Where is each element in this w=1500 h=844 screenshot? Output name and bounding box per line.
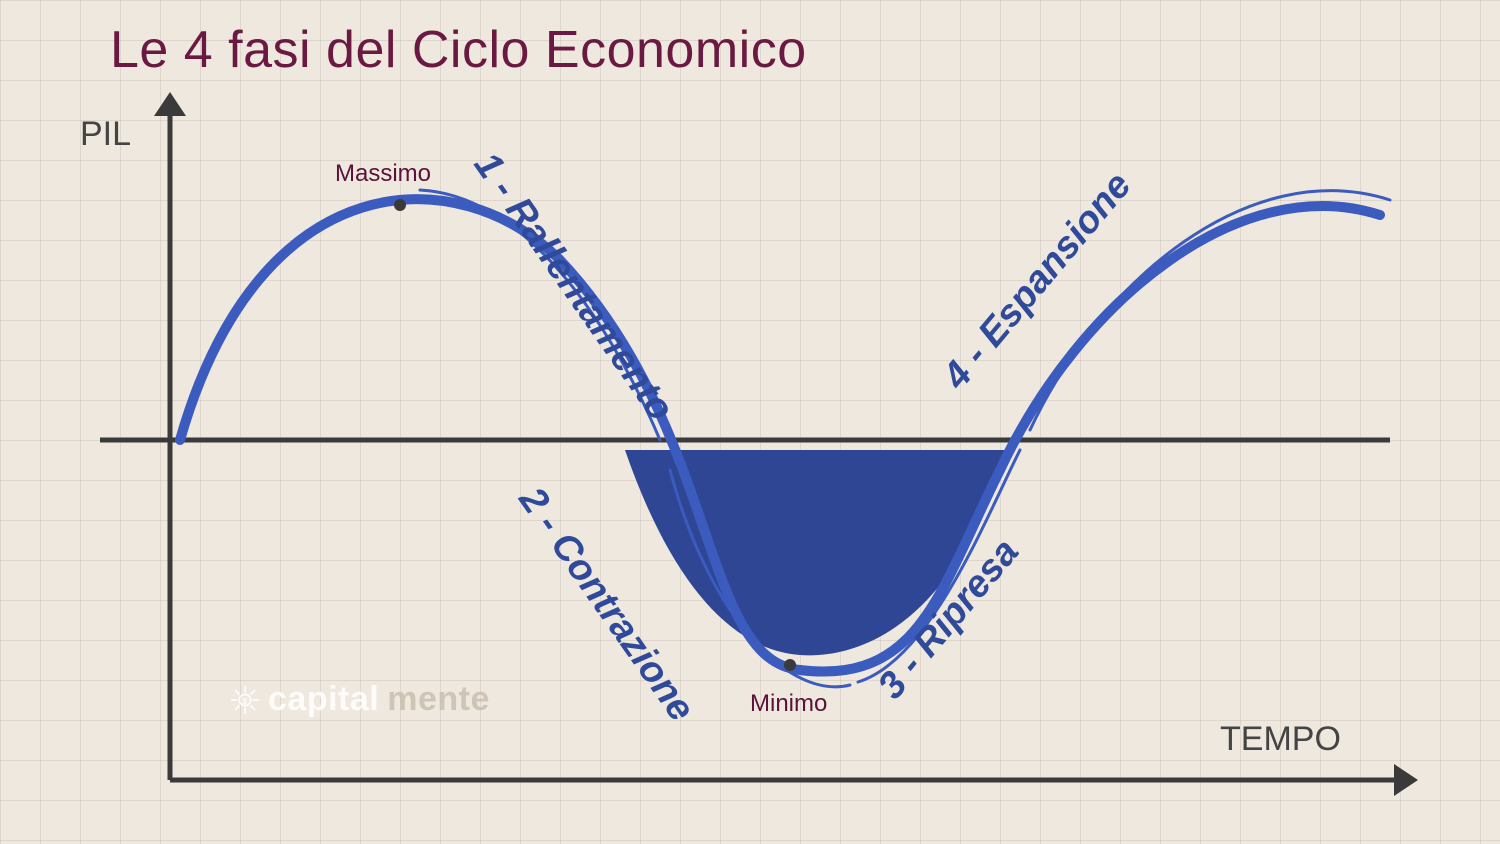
x-axis-label: TEMPO	[1220, 720, 1341, 759]
watermark: $ capitalmente	[230, 680, 490, 719]
watermark-word2: mente	[387, 680, 490, 719]
lightbulb-icon: $	[230, 685, 260, 715]
svg-text:$: $	[242, 695, 247, 705]
trough-label: Minimo	[750, 690, 827, 718]
peak-label: Massimo	[335, 160, 431, 188]
watermark-word1: capital	[268, 680, 379, 719]
y-axis-label: PIL	[80, 115, 131, 154]
